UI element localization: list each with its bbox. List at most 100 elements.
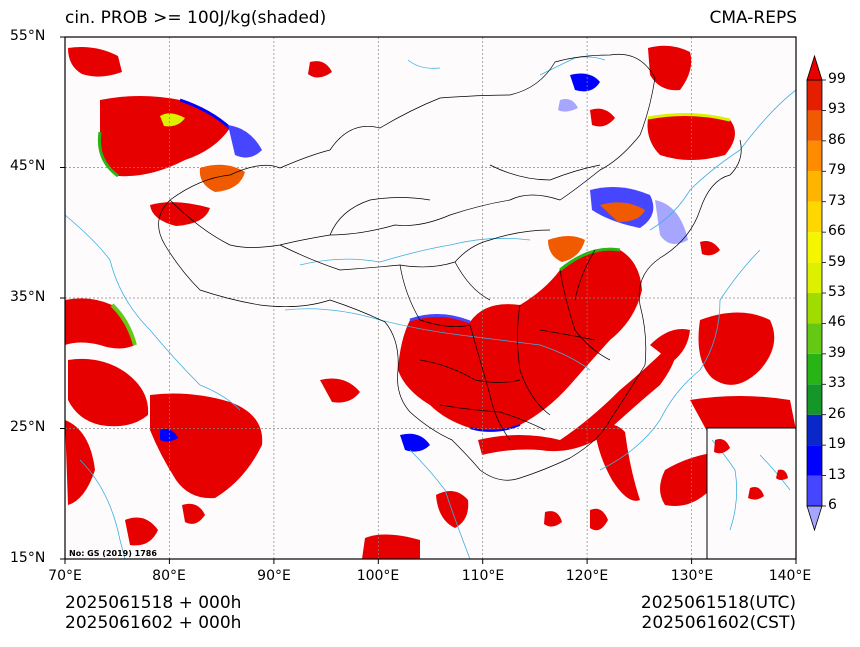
colorbar-level-label: 66 [828,223,846,240]
lon-label-90: 90°E [257,568,291,584]
shaded-area [160,429,178,442]
colorbar-level-label: 99 [828,71,846,87]
colorbar-level-label: 53 [828,284,846,300]
colorbar-level-label: 59 [828,253,846,270]
rivers-coastlines [65,56,796,559]
shaded-area [65,420,95,505]
lat-label-55: 55°N [10,28,46,44]
colorbar-level-label: 39 [828,344,846,361]
valid-time-cst: 2025061602(CST) [641,613,796,633]
shaded-area [308,61,332,78]
shaded-area [660,396,796,506]
shaded-area [650,329,690,362]
shaded-area [182,503,205,524]
colorbar-swatch [807,384,822,415]
shaded-area [398,249,642,431]
shaded-area [320,378,360,403]
shaded-area [179,98,232,130]
colorbar-swatch [807,110,822,141]
shaded-area [559,247,621,272]
colorbar-level-label: 73 [828,192,846,209]
shaded-area [600,202,645,222]
shaded-area [99,96,230,177]
shaded-area [68,47,122,77]
lat-label-25: 25°N [10,419,46,435]
colorbar-swatch [807,201,822,233]
shaded-area [436,491,469,528]
map-review-number: No: GS (2019) 1786 [69,549,157,558]
shaded-area [776,469,788,480]
lon-label-100: 100°E [356,568,400,584]
shaded-area [150,202,210,226]
colorbar-level-label: 13 [828,466,846,483]
lat-label-15: 15°N [10,550,46,566]
lon-label-130: 130°E [670,568,714,584]
init-time-cst: 2025061602 + 000h [65,613,242,633]
lon-label-140: 140°E [768,568,812,584]
chart-title: cin. PROB >= 100J/kg(shaded) [65,8,327,28]
colorbar-swatch [807,445,822,476]
shaded-area [595,424,640,501]
colorbar-swatch [807,171,822,202]
shaded-area [558,99,578,112]
lon-label-80: 80°E [152,568,186,584]
colorbar-swatch [807,293,822,324]
shaded-area [590,108,615,127]
colorbar-max-extension [806,54,823,81]
colorbar [806,54,826,532]
shaded-area [544,511,562,527]
shaded-area [700,241,720,256]
run-info-left: 2025061518 + 000h 2025061602 + 000h [65,593,241,633]
colorbar-swatch [807,140,822,172]
colorbar-level-label: 79 [828,162,846,179]
colorbar-level-label: 33 [828,375,846,392]
init-time-utc: 2025061518 + 000h [65,593,242,613]
shaded-area [199,164,245,192]
shaded-area [478,340,677,455]
shaded-area [68,358,149,427]
model-source: CMA-REPS [709,8,797,28]
colorbar-swatch [807,323,822,354]
shaded-area [698,312,775,385]
graticule [65,37,796,559]
colorbar-level-label: 93 [828,101,846,118]
shaded-area [714,439,730,454]
lon-label-70: 70°E [48,568,82,584]
shaded-areas [65,45,796,559]
shaded-area [648,45,692,91]
lon-label-120: 120°E [565,568,609,584]
valid-time-utc: 2025061518(UTC) [640,593,796,613]
shaded-area [548,236,585,262]
shaded-area [110,303,137,346]
lat-label-35: 35°N [10,289,46,305]
shaded-area [570,73,600,92]
colorbar-level-label: 19 [828,436,846,453]
colorbar-swatch [807,414,822,446]
shaded-area [748,487,764,500]
colorbar-swatch [807,80,822,111]
lon-label-110: 110°E [461,568,505,584]
shaded-area [409,314,471,324]
shaded-area [647,112,731,122]
shaded-area [400,433,430,452]
colorbar-min-extension [806,505,823,532]
shaded-area [647,114,735,160]
axis-ticks [60,36,797,564]
shaded-area [362,534,420,559]
shaded-area [150,393,263,499]
shaded-area [228,125,262,158]
colorbar-swatch [807,262,822,293]
colorbar-swatch [807,475,822,506]
colorbar-swatch [807,232,822,263]
colorbar-level-label: 26 [828,405,846,422]
colorbar-level-label: 86 [828,131,846,148]
colorbar-level-label: 46 [828,314,846,331]
shaded-area [469,424,521,432]
shaded-area [160,113,185,127]
shaded-area [590,508,608,531]
run-info-right: 2025061518(UTC) 2025061602(CST) [641,593,796,633]
lat-label-45: 45°N [10,158,46,174]
colorbar-level-label: 6 [828,497,837,513]
shaded-area [97,131,119,178]
